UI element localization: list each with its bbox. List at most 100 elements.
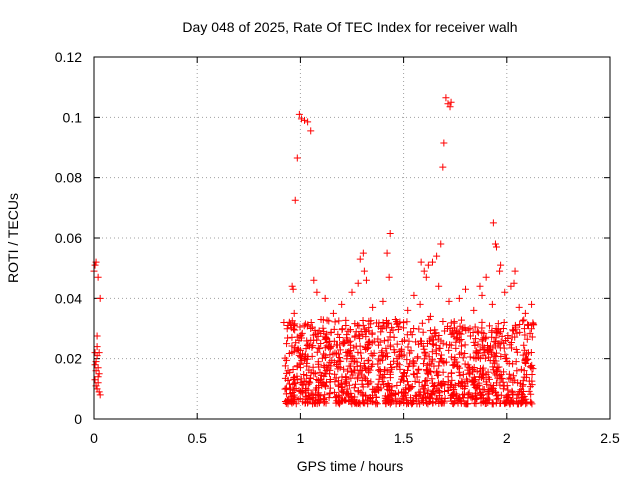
data-point [436, 389, 444, 397]
data-point [521, 331, 529, 339]
data-point [380, 374, 388, 382]
data-point [488, 350, 496, 358]
data-point [413, 354, 421, 362]
data-point [478, 291, 486, 299]
data-point [305, 342, 313, 350]
data-point [365, 380, 373, 388]
data-point [528, 381, 536, 389]
data-point [321, 294, 329, 302]
data-point [375, 366, 383, 374]
data-point [508, 333, 516, 341]
data-point [462, 285, 470, 293]
data-point [341, 379, 349, 387]
data-point [425, 367, 433, 375]
data-point [499, 325, 507, 333]
data-point [453, 333, 461, 341]
y-tick-label: 0.02 [55, 351, 82, 367]
data-point [301, 399, 309, 407]
data-point [403, 318, 411, 326]
data-point [327, 328, 335, 336]
data-point [289, 285, 297, 293]
data-point [435, 362, 443, 370]
data-point [457, 316, 465, 324]
data-point [284, 334, 292, 342]
data-point [463, 375, 471, 383]
data-point [457, 336, 465, 344]
data-point [390, 346, 398, 354]
data-point [343, 385, 351, 393]
data-point [338, 300, 346, 308]
data-point [318, 382, 326, 390]
data-point [432, 394, 440, 402]
data-point [286, 389, 294, 397]
data-point [503, 354, 511, 362]
data-point [420, 267, 428, 275]
data-point [313, 336, 321, 344]
data-point [351, 366, 359, 374]
data-point [524, 355, 532, 363]
data-point [426, 327, 434, 335]
data-point [295, 386, 303, 394]
data-point [432, 398, 440, 406]
data-point [451, 398, 459, 406]
data-point [336, 346, 344, 354]
data-point [388, 390, 396, 398]
data-point [506, 341, 514, 349]
data-point [471, 323, 479, 331]
data-point [287, 320, 295, 328]
data-point [384, 336, 392, 344]
data-point [489, 384, 497, 392]
data-point [527, 325, 535, 333]
data-point [95, 349, 103, 357]
data-point [321, 391, 329, 399]
data-point [465, 369, 473, 377]
data-point [381, 397, 389, 405]
data-point [399, 324, 407, 332]
data-point [457, 399, 465, 407]
data-point [368, 329, 376, 337]
y-tick-label: 0.12 [55, 49, 82, 65]
data-point [450, 400, 458, 408]
data-point [326, 389, 334, 397]
data-point [425, 353, 433, 361]
data-point [528, 300, 536, 308]
data-point [435, 399, 443, 407]
data-point [432, 341, 440, 349]
data-point [487, 385, 495, 393]
data-point [308, 323, 316, 331]
data-point [415, 390, 423, 398]
data-point [459, 370, 467, 378]
data-point [438, 381, 446, 389]
data-point [304, 340, 312, 348]
data-point [359, 249, 367, 257]
data-point [492, 324, 500, 332]
data-point [423, 361, 431, 369]
data-point [442, 94, 450, 102]
data-point [335, 317, 343, 325]
data-point [439, 368, 447, 376]
data-point [440, 139, 448, 147]
data-point [342, 348, 350, 356]
data-point [351, 320, 359, 328]
data-point [388, 363, 396, 371]
data-point [374, 355, 382, 363]
data-point [346, 326, 354, 334]
data-point [307, 374, 315, 382]
data-point [433, 252, 441, 260]
data-point [350, 354, 358, 362]
data-point [290, 391, 298, 399]
data-point [428, 258, 436, 266]
data-point [305, 366, 313, 374]
data-point [317, 339, 325, 347]
data-point [529, 319, 537, 327]
data-point [353, 362, 361, 370]
data-point [446, 325, 454, 333]
data-point [393, 355, 401, 363]
data-point [492, 392, 500, 400]
data-point [440, 387, 448, 395]
data-point [395, 323, 403, 331]
data-point [93, 332, 101, 340]
data-point [326, 384, 334, 392]
data-point [379, 319, 387, 327]
data-point [410, 324, 418, 332]
